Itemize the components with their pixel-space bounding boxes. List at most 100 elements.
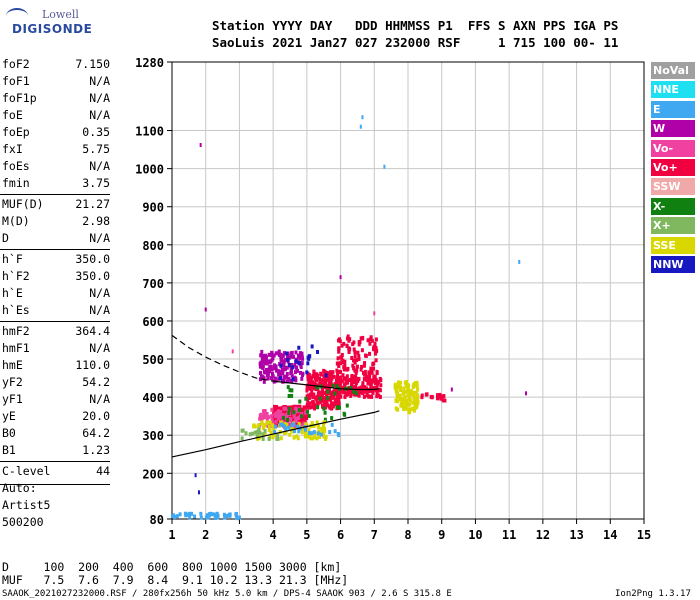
echo-point [309, 377, 313, 382]
legend-item: SSE [651, 236, 695, 254]
echo-point [408, 402, 412, 407]
param-value: 44 [96, 464, 110, 478]
x-tick-label: 5 [303, 528, 310, 542]
echo-point [337, 363, 341, 368]
echo-point [286, 417, 290, 422]
echo-point [336, 381, 340, 386]
echo-point [258, 413, 262, 418]
echo-point [341, 388, 345, 393]
echo-point [280, 369, 284, 374]
echo-point [357, 376, 361, 381]
x-tick-label: 1 [168, 528, 175, 542]
echo-point [450, 387, 453, 392]
echo-point [291, 377, 295, 382]
echo-point [263, 423, 267, 428]
echo-point [323, 417, 327, 422]
param-key: foF2 [2, 57, 30, 71]
param-value: N/A [89, 91, 110, 105]
echo-point [352, 347, 356, 352]
echo-point [338, 391, 342, 396]
echo-point [324, 392, 328, 397]
echo-point [402, 407, 406, 412]
echo-point [363, 369, 367, 374]
echo-point [268, 420, 272, 425]
echo-point [286, 385, 290, 390]
echo-point [373, 342, 377, 347]
echo-point [299, 365, 303, 370]
echo-point [312, 423, 316, 428]
echo-point [346, 380, 350, 385]
echo-point [294, 365, 298, 370]
echo-point [303, 427, 307, 432]
echo-point [404, 402, 408, 407]
echo-point [172, 515, 176, 520]
param-separator [0, 321, 110, 322]
echo-point [336, 356, 340, 361]
auto-label: Auto: [2, 481, 37, 495]
echo-point [337, 349, 341, 354]
echo-point [309, 385, 313, 390]
echo-point [399, 401, 403, 406]
echo-point [287, 410, 291, 415]
echo-point [312, 370, 316, 375]
echo-point [443, 398, 447, 403]
echo-point [353, 350, 357, 355]
param-row: hmF2 364.4 [2, 324, 110, 341]
echo-point [262, 369, 266, 374]
echo-point [258, 377, 262, 382]
echo-point [319, 393, 323, 398]
echo-point [375, 391, 379, 396]
param-value: N/A [89, 392, 110, 406]
echo-point [274, 432, 278, 437]
echo-point [337, 398, 341, 403]
echo-point [273, 412, 277, 417]
y-tick-label: 1100 [135, 125, 164, 139]
echo-point [306, 374, 310, 379]
echo-point [398, 397, 402, 402]
echo-point [287, 362, 291, 367]
echo-point [261, 365, 265, 370]
echo-point [310, 421, 314, 426]
echo-point [272, 418, 276, 423]
echo-point [354, 384, 358, 389]
echo-point [361, 336, 365, 341]
echo-point [401, 402, 405, 407]
echo-point [330, 416, 334, 421]
echo-point [372, 366, 376, 371]
echo-point [435, 396, 439, 401]
echo-point [367, 380, 371, 385]
echo-point [373, 381, 377, 386]
param-key: hmF1 [2, 341, 30, 355]
echo-point [259, 370, 263, 375]
echo-point [300, 361, 304, 366]
echo-point [378, 395, 382, 400]
echo-point [258, 430, 262, 435]
echo-point [308, 354, 312, 359]
echo-point [276, 433, 280, 438]
y-tick-label: 80 [150, 513, 164, 527]
echo-point [315, 420, 319, 425]
echo-point [279, 376, 283, 381]
echo-point [273, 376, 277, 381]
param-value: N/A [89, 303, 110, 317]
echo-point [283, 422, 287, 427]
echo-point [277, 349, 281, 354]
echo-point [327, 371, 331, 376]
echo-point [260, 421, 264, 426]
echo-point [285, 379, 289, 384]
echo-point [237, 515, 241, 520]
echo-point [322, 374, 326, 379]
param-key: fxI [2, 142, 23, 156]
echo-point [323, 410, 327, 415]
param-key: foF1p [2, 91, 37, 105]
echo-point [368, 378, 372, 383]
echo-point [293, 370, 297, 375]
echo-point [320, 378, 324, 383]
echo-point [267, 359, 271, 364]
echo-point [357, 354, 361, 359]
echo-point [178, 512, 182, 517]
echo-point [329, 390, 333, 395]
echo-point [394, 406, 398, 411]
echo-point [274, 424, 278, 429]
echo-point [335, 405, 339, 410]
